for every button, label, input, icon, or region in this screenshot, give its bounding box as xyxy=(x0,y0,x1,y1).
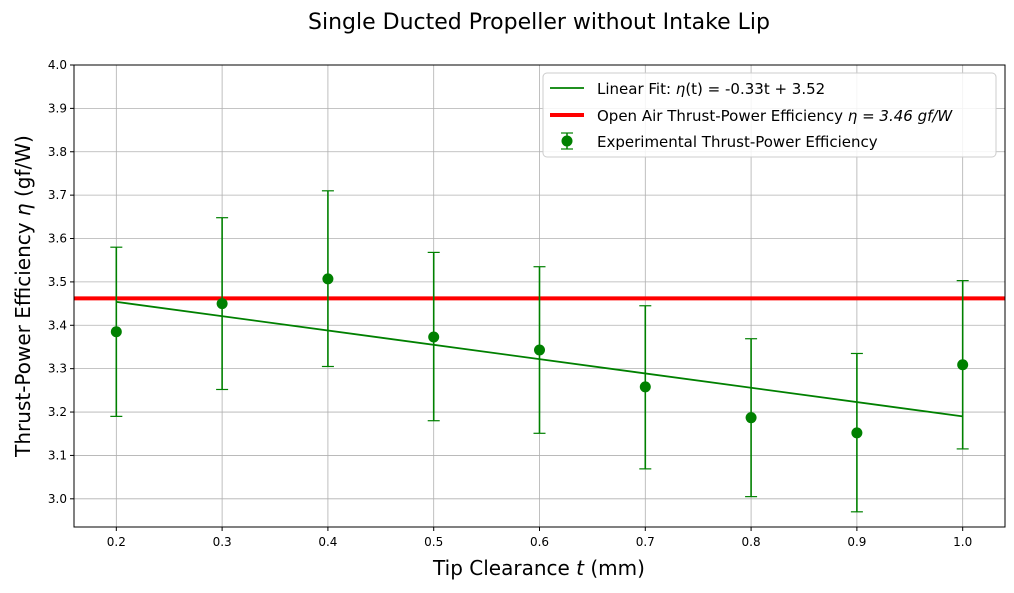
legend-label-experimental: Experimental Thrust-Power Efficiency xyxy=(597,133,878,151)
data-point xyxy=(428,331,440,343)
x-tick-label: 0.2 xyxy=(107,535,126,549)
x-tick-label: 0.7 xyxy=(636,535,655,549)
x-tick-label: 0.6 xyxy=(530,535,549,549)
y-tick-label: 3.2 xyxy=(48,405,67,419)
y-tick-label: 3.6 xyxy=(48,232,67,246)
y-tick-label: 4.0 xyxy=(48,58,67,72)
y-tick-label: 3.1 xyxy=(48,448,67,462)
plot-area xyxy=(74,190,1005,513)
x-tick-label: 0.4 xyxy=(318,535,337,549)
data-point xyxy=(322,273,334,285)
data-point xyxy=(216,298,228,310)
legend-label-open-air: Open Air Thrust-Power Efficiency η = 3.4… xyxy=(597,107,953,125)
legend-label-linear-fit: Linear Fit: η(t) = -0.33t + 3.52 xyxy=(597,80,825,98)
y-tick-label: 3.9 xyxy=(48,101,67,115)
x-tick-label: 1.0 xyxy=(953,535,972,549)
legend-box xyxy=(542,72,997,158)
ticks: 0.2 0.3 0.4 0.5 0.6 0.7 0.8 0.9 1.0 3.0 3.1 3.2 3.3 3… xyxy=(48,58,972,549)
legend: Linear Fit: η(t) = -0.33t + 3.52 Open Ai… xyxy=(542,72,997,158)
y-tick-label: 3.3 xyxy=(48,362,67,376)
data-point xyxy=(851,427,863,439)
data-point xyxy=(110,326,122,338)
x-tick-label: 0.8 xyxy=(742,535,761,549)
y-tick-label: 3.7 xyxy=(48,188,67,202)
y-tick-label: 3.4 xyxy=(48,318,67,332)
data-point xyxy=(957,359,969,371)
x-tick-label: 0.3 xyxy=(213,535,232,549)
data-point xyxy=(639,381,651,393)
legend-marker-experimental xyxy=(561,135,573,147)
y-axis-label: Thrust-Power Efficiency η (gf/W) xyxy=(11,135,35,458)
y-tick-label: 3.0 xyxy=(48,492,67,506)
x-axis-label: Tip Clearance t (mm) xyxy=(432,556,645,580)
y-tick-label: 3.8 xyxy=(48,145,67,159)
x-tick-label: 0.9 xyxy=(847,535,866,549)
data-point xyxy=(745,412,757,424)
y-tick-label: 3.5 xyxy=(48,275,67,289)
chart-title: Single Ducted Propeller without Intake L… xyxy=(308,10,770,35)
x-tick-label: 0.5 xyxy=(424,535,443,549)
data-point xyxy=(534,344,545,356)
